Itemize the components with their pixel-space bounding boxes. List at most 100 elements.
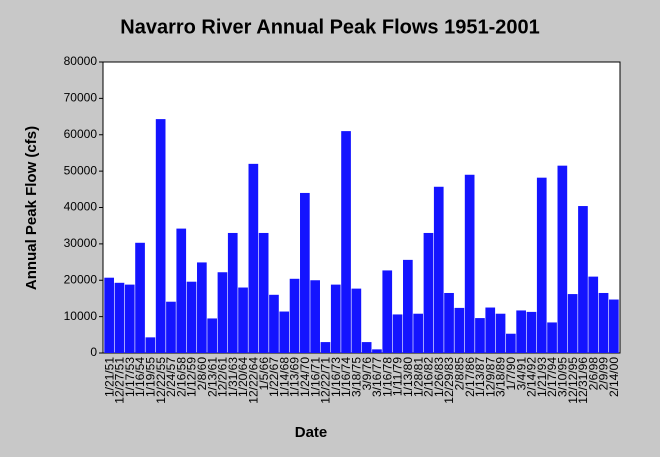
x-tick-label: 1/19/55 — [144, 357, 158, 397]
x-tick-label: 1/20/64 — [236, 357, 250, 397]
bar — [289, 278, 300, 353]
x-tick-label: 1/16/71 — [308, 357, 322, 397]
x-tick-label: 1/11/79 — [391, 357, 405, 396]
bar — [145, 337, 156, 353]
x-tick-label: 1/5/66 — [257, 357, 271, 391]
bar — [423, 232, 434, 353]
bar — [475, 318, 485, 353]
y-tick-label: 40000 — [64, 200, 98, 214]
x-tick-label: 12/12/95 — [566, 357, 580, 404]
x-tick-label: 1/16/74 — [339, 357, 353, 397]
bar — [124, 284, 135, 353]
bar — [547, 322, 557, 353]
x-tick-label: 12/9/87 — [483, 357, 497, 397]
x-tick-label: 12/2/61 — [216, 357, 230, 397]
x-tick-label: 2/17/94 — [545, 357, 559, 397]
bar — [609, 299, 619, 353]
x-tick-label: 1/16/73 — [329, 357, 343, 397]
x-tick-label: 12/22/64 — [247, 357, 261, 404]
bar — [578, 206, 588, 353]
bar — [135, 242, 145, 353]
x-tick-label: 2/6/98 — [586, 357, 600, 391]
bar — [495, 313, 506, 353]
bar — [433, 186, 444, 353]
bar — [238, 287, 248, 353]
y-tick-label: 0 — [90, 345, 97, 359]
bar — [300, 192, 310, 353]
x-tick-label: 1/12/59 — [185, 357, 199, 397]
x-tick-label: 1/17/53 — [123, 357, 137, 397]
x-tick-label: 1/21/51 — [102, 357, 116, 397]
y-tick-label: 80000 — [64, 54, 98, 68]
bar — [413, 313, 423, 353]
bar — [269, 294, 279, 353]
x-tick-label: 3/9/76 — [360, 357, 374, 391]
bar — [320, 342, 331, 353]
bar — [104, 277, 114, 353]
x-tick-label: 3/18/75 — [350, 357, 364, 397]
bar — [464, 174, 475, 353]
x-tick-label: 2/17/86 — [463, 357, 477, 397]
bar — [567, 294, 578, 353]
y-axis-title: Annual Peak Flow (cfs) — [23, 126, 40, 290]
y-tick-label: 10000 — [64, 309, 98, 323]
x-tick-label: 12/27/51 — [113, 357, 127, 404]
x-tick-label: 2/16/58 — [174, 357, 188, 397]
bar — [361, 342, 372, 353]
bar — [217, 272, 228, 353]
x-tick-label: 1/22/67 — [267, 357, 281, 397]
bar — [258, 232, 269, 353]
x-tick-label: 1/16/78 — [380, 357, 394, 397]
x-tick-label: 2/8/60 — [195, 357, 209, 391]
bar — [403, 259, 413, 353]
x-tick-label: 1/24/70 — [298, 357, 312, 397]
bar — [310, 280, 320, 353]
bar — [392, 314, 403, 353]
x-tick-label: 2/24/57 — [164, 357, 178, 397]
x-tick-label: 1/31/63 — [226, 357, 240, 397]
bar — [248, 163, 259, 353]
bar — [485, 307, 496, 353]
bar — [382, 270, 393, 353]
x-tick-label: 1/16/54 — [133, 357, 147, 397]
bar — [114, 282, 125, 353]
bar — [526, 311, 537, 353]
bar — [330, 284, 341, 353]
bar — [454, 307, 465, 353]
x-tick-label: 2/14/00 — [607, 357, 621, 397]
bar — [227, 232, 238, 353]
x-tick-label: 2/16/82 — [422, 357, 436, 397]
bar — [506, 333, 516, 353]
chart-title: Navarro River Annual Peak Flows 1951-200… — [120, 16, 539, 38]
bar — [197, 262, 207, 353]
x-tick-label: 1/28/81 — [411, 357, 425, 397]
bar — [207, 318, 217, 353]
y-tick-label: 30000 — [64, 236, 98, 250]
x-tick-label: 2/8/85 — [453, 357, 467, 391]
bar — [536, 177, 547, 353]
x-tick-label: 1/7/90 — [504, 357, 518, 391]
y-tick-label: 70000 — [64, 91, 98, 105]
x-tick-label: 1/14/68 — [277, 357, 291, 397]
bar — [444, 292, 454, 353]
x-tick-label: 2/9/99 — [597, 357, 611, 391]
x-tick-label: 3/16/77 — [370, 357, 384, 397]
bar — [166, 301, 176, 353]
x-tick-label: 3/10/95 — [556, 357, 570, 397]
x-tick-label: 2/14/92 — [525, 357, 539, 397]
y-tick-label: 50000 — [64, 163, 98, 177]
bar — [341, 131, 351, 353]
bar — [588, 276, 599, 353]
x-tick-label: 2/13/61 — [205, 357, 219, 397]
y-tick-label: 60000 — [64, 127, 98, 141]
bar — [351, 288, 362, 353]
x-tick-label: 12/29/83 — [442, 357, 456, 404]
y-tick-label: 20000 — [64, 272, 98, 286]
x-tick-label: 12/22/55 — [154, 357, 168, 404]
x-tick-label: 1/21/93 — [535, 357, 549, 397]
x-tick-label: 1/13/69 — [288, 357, 302, 397]
x-tick-label: 1/13/87 — [473, 357, 487, 397]
x-tick-label: 3/18/89 — [494, 357, 508, 397]
